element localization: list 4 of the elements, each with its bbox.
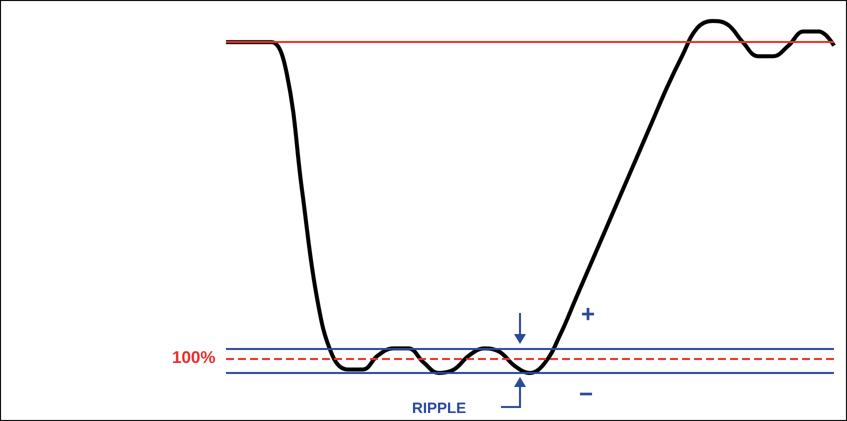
text: −	[579, 381, 594, 409]
text: RIPPLE	[412, 400, 466, 417]
text: 100%	[172, 348, 216, 368]
annotation: +	[581, 301, 596, 329]
